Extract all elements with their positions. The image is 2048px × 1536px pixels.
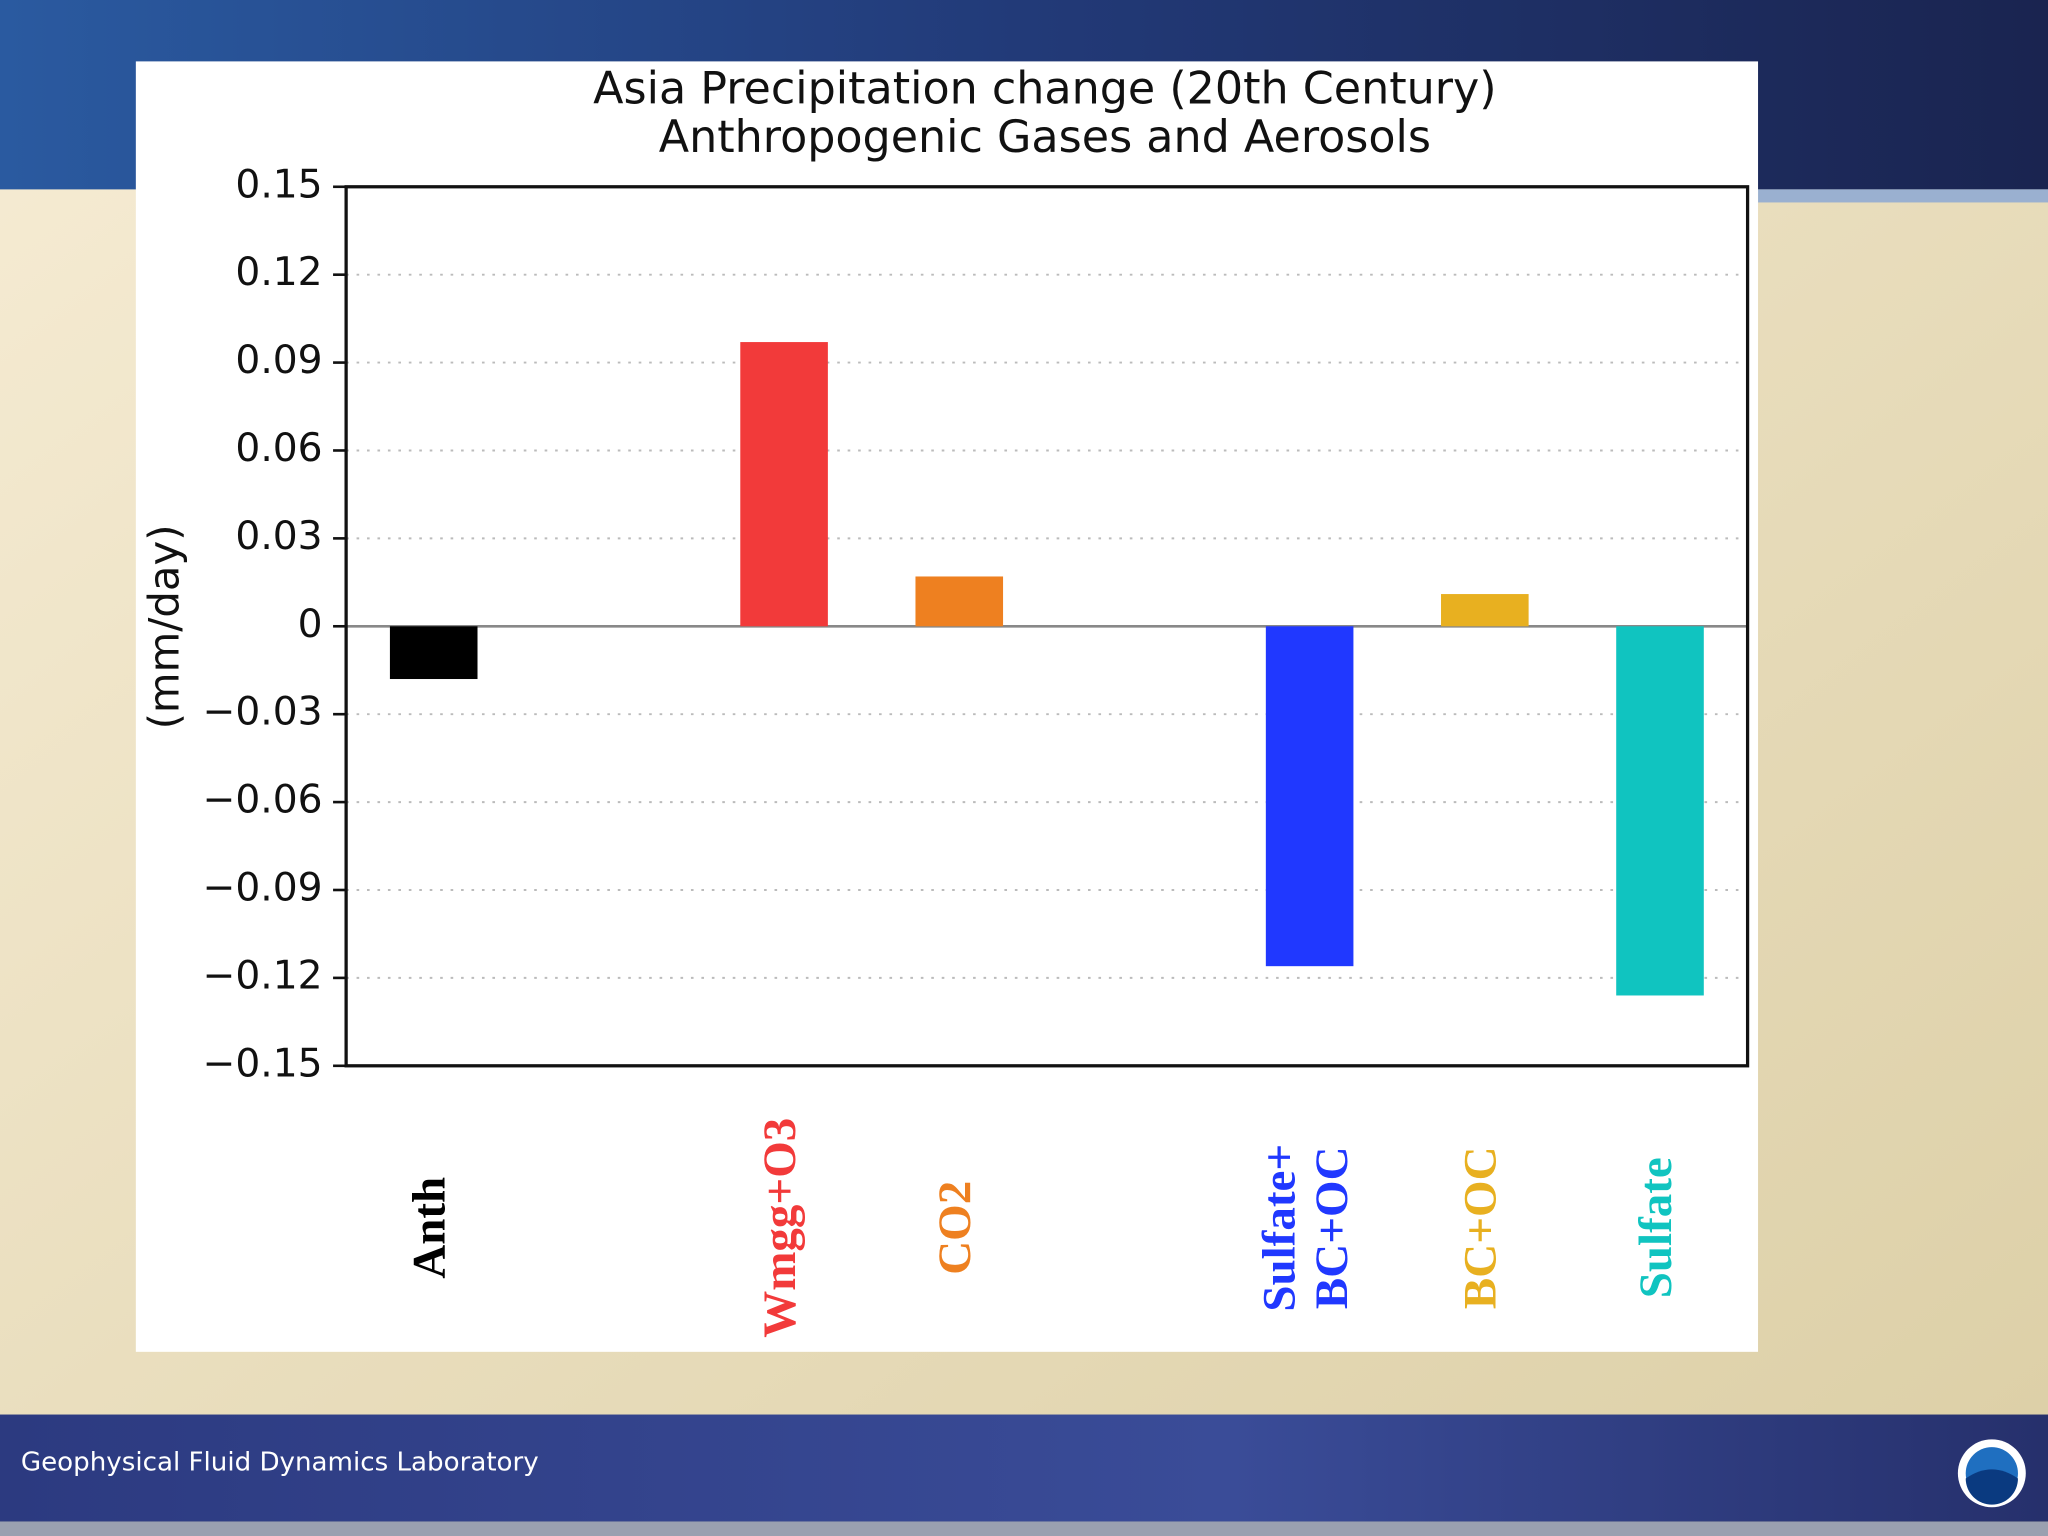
logo [1957, 1439, 2026, 1508]
chart-title: Asia Precipitation change (20th Century) [593, 63, 1496, 114]
y-tick-label: −0.06 [203, 778, 323, 823]
bar [389, 626, 478, 680]
chart-panel [135, 61, 1759, 1352]
y-tick-label: −0.09 [203, 865, 323, 910]
x-tick-label: BC+OC [1455, 1146, 1507, 1309]
plot-frame [344, 185, 1750, 1068]
bar [915, 576, 1004, 627]
y-tick-label: 0.06 [235, 426, 322, 471]
bar [1616, 626, 1704, 996]
x-tick-label: Sulfate [1630, 1157, 1682, 1298]
footer-band [0, 1414, 2048, 1522]
plot: 0.15 0.12 0.09 0.06 0.03 0 −0.03 −0.06 −0.09 −0.1… [203, 162, 1750, 1338]
x-tick-label: Sulfate+BC+OC [1253, 1144, 1357, 1312]
y-tick-label: −0.12 [203, 953, 323, 998]
y-tick-label: 0.12 [235, 250, 322, 295]
y-tick-label: −0.03 [203, 690, 323, 735]
footer-text: Geophysical Fluid Dynamics Laboratory [21, 1447, 539, 1477]
y-tick-label: 0.15 [235, 162, 322, 207]
bar [1265, 626, 1354, 967]
y-tick-label: −0.15 [203, 1041, 323, 1086]
header-stripe [1758, 189, 2048, 203]
footer-stripe [0, 1521, 2048, 1536]
x-tick-label: Wmgg+O3 [754, 1118, 806, 1338]
bar [1441, 594, 1529, 627]
x-tick-label: Anth [404, 1177, 456, 1279]
chart-subtitle: Anthropogenic Gases and Aerosols [659, 112, 1431, 163]
y-tick-label: 0.09 [235, 338, 322, 383]
y-tick-label: 0 [298, 602, 323, 647]
y-axis-label: (mm/day) [140, 524, 189, 729]
y-tick-label: 0.03 [235, 514, 322, 559]
x-tick-label: CO2 [929, 1181, 981, 1275]
bar [740, 342, 828, 627]
